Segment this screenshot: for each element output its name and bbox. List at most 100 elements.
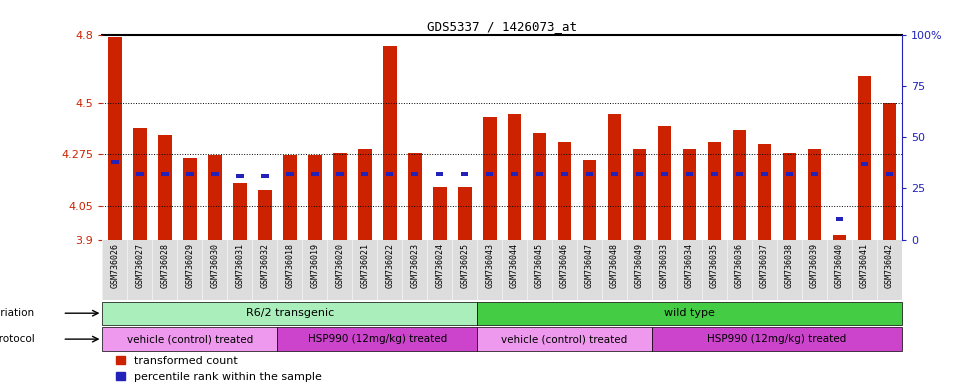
Bar [211, 172, 218, 176]
Bar [277, 328, 477, 351]
Text: GSM736027: GSM736027 [136, 243, 144, 288]
Text: GSM736048: GSM736048 [610, 243, 619, 288]
Text: GSM736032: GSM736032 [260, 243, 269, 288]
Bar [833, 235, 846, 240]
Text: GSM736018: GSM736018 [286, 243, 294, 288]
Bar [486, 172, 493, 176]
Bar [458, 187, 472, 240]
Bar [708, 142, 722, 240]
Bar [511, 172, 519, 176]
Bar [807, 149, 821, 240]
Bar [786, 172, 794, 176]
Bar [261, 174, 268, 178]
Bar [383, 46, 397, 240]
Bar [102, 328, 277, 351]
Title: GDS5337 / 1426073_at: GDS5337 / 1426073_at [427, 20, 577, 33]
Text: GSM736031: GSM736031 [235, 243, 245, 288]
Bar [861, 162, 868, 166]
Bar [508, 114, 522, 240]
Text: GSM736047: GSM736047 [585, 243, 594, 288]
Bar [783, 153, 797, 240]
Bar [711, 172, 719, 176]
Text: GSM736026: GSM736026 [110, 243, 119, 288]
Text: HSP990 (12mg/kg) treated: HSP990 (12mg/kg) treated [707, 334, 846, 344]
Text: GSM736020: GSM736020 [335, 243, 344, 288]
Bar [636, 172, 644, 176]
Bar [661, 172, 668, 176]
Text: GSM736021: GSM736021 [360, 243, 370, 288]
Text: GSM736022: GSM736022 [385, 243, 394, 288]
Bar [633, 149, 646, 240]
Text: GSM736036: GSM736036 [735, 243, 744, 288]
Text: GSM736030: GSM736030 [211, 243, 219, 288]
Text: wild type: wild type [664, 308, 715, 318]
Bar [332, 153, 346, 240]
Bar [652, 328, 902, 351]
Text: GSM736034: GSM736034 [685, 243, 694, 288]
Text: HSP990 (12mg/kg) treated: HSP990 (12mg/kg) treated [307, 334, 447, 344]
Text: protocol: protocol [0, 334, 34, 344]
Bar [586, 172, 594, 176]
Text: GSM736040: GSM736040 [835, 243, 844, 288]
Text: GSM736039: GSM736039 [810, 243, 819, 288]
Bar [736, 172, 743, 176]
Text: GSM736035: GSM736035 [710, 243, 719, 288]
Bar [610, 172, 618, 176]
Legend: transformed count, percentile rank within the sample: transformed count, percentile rank withi… [116, 356, 322, 382]
Text: GSM736038: GSM736038 [785, 243, 794, 288]
Bar [102, 301, 477, 325]
Text: vehicle (control) treated: vehicle (control) treated [501, 334, 628, 344]
Bar [236, 174, 244, 178]
Bar [810, 172, 818, 176]
Text: GSM736029: GSM736029 [185, 243, 194, 288]
Bar [108, 37, 122, 240]
Bar [658, 126, 672, 240]
Bar [208, 156, 221, 240]
Text: GSM736024: GSM736024 [435, 243, 445, 288]
Text: GSM736025: GSM736025 [460, 243, 469, 288]
Bar [461, 172, 468, 176]
Text: GSM736046: GSM736046 [560, 243, 569, 288]
Bar [358, 149, 371, 240]
Bar [436, 172, 444, 176]
Bar [308, 156, 322, 240]
Bar [536, 172, 543, 176]
Text: GSM736028: GSM736028 [160, 243, 170, 288]
Text: genotype/variation: genotype/variation [0, 308, 34, 318]
Text: vehicle (control) treated: vehicle (control) treated [127, 334, 253, 344]
Bar [286, 172, 293, 176]
Text: R6/2 transgenic: R6/2 transgenic [246, 308, 333, 318]
Bar [682, 149, 696, 240]
Text: GSM736045: GSM736045 [535, 243, 544, 288]
Bar [561, 172, 568, 176]
Bar [858, 76, 872, 240]
Bar [186, 172, 194, 176]
Bar [133, 128, 146, 240]
Bar [732, 130, 746, 240]
Bar [483, 117, 496, 240]
Bar [136, 172, 143, 176]
Bar [111, 160, 119, 164]
Bar [477, 328, 652, 351]
Text: GSM736044: GSM736044 [510, 243, 519, 288]
Bar [336, 172, 343, 176]
Bar [685, 172, 693, 176]
Bar [408, 153, 421, 240]
Bar [183, 158, 197, 240]
Bar [233, 183, 247, 240]
Text: GSM736019: GSM736019 [310, 243, 319, 288]
Bar [532, 132, 546, 240]
Bar [161, 172, 169, 176]
Text: GSM736049: GSM736049 [635, 243, 644, 288]
Text: GSM736023: GSM736023 [410, 243, 419, 288]
Bar [885, 172, 893, 176]
Bar [258, 190, 272, 240]
Bar [158, 135, 172, 240]
Bar [386, 172, 394, 176]
Bar [836, 217, 843, 221]
Bar [558, 142, 571, 240]
Text: GSM736042: GSM736042 [885, 243, 894, 288]
Bar [583, 160, 597, 240]
Text: GSM736043: GSM736043 [486, 243, 494, 288]
Bar [758, 144, 771, 240]
